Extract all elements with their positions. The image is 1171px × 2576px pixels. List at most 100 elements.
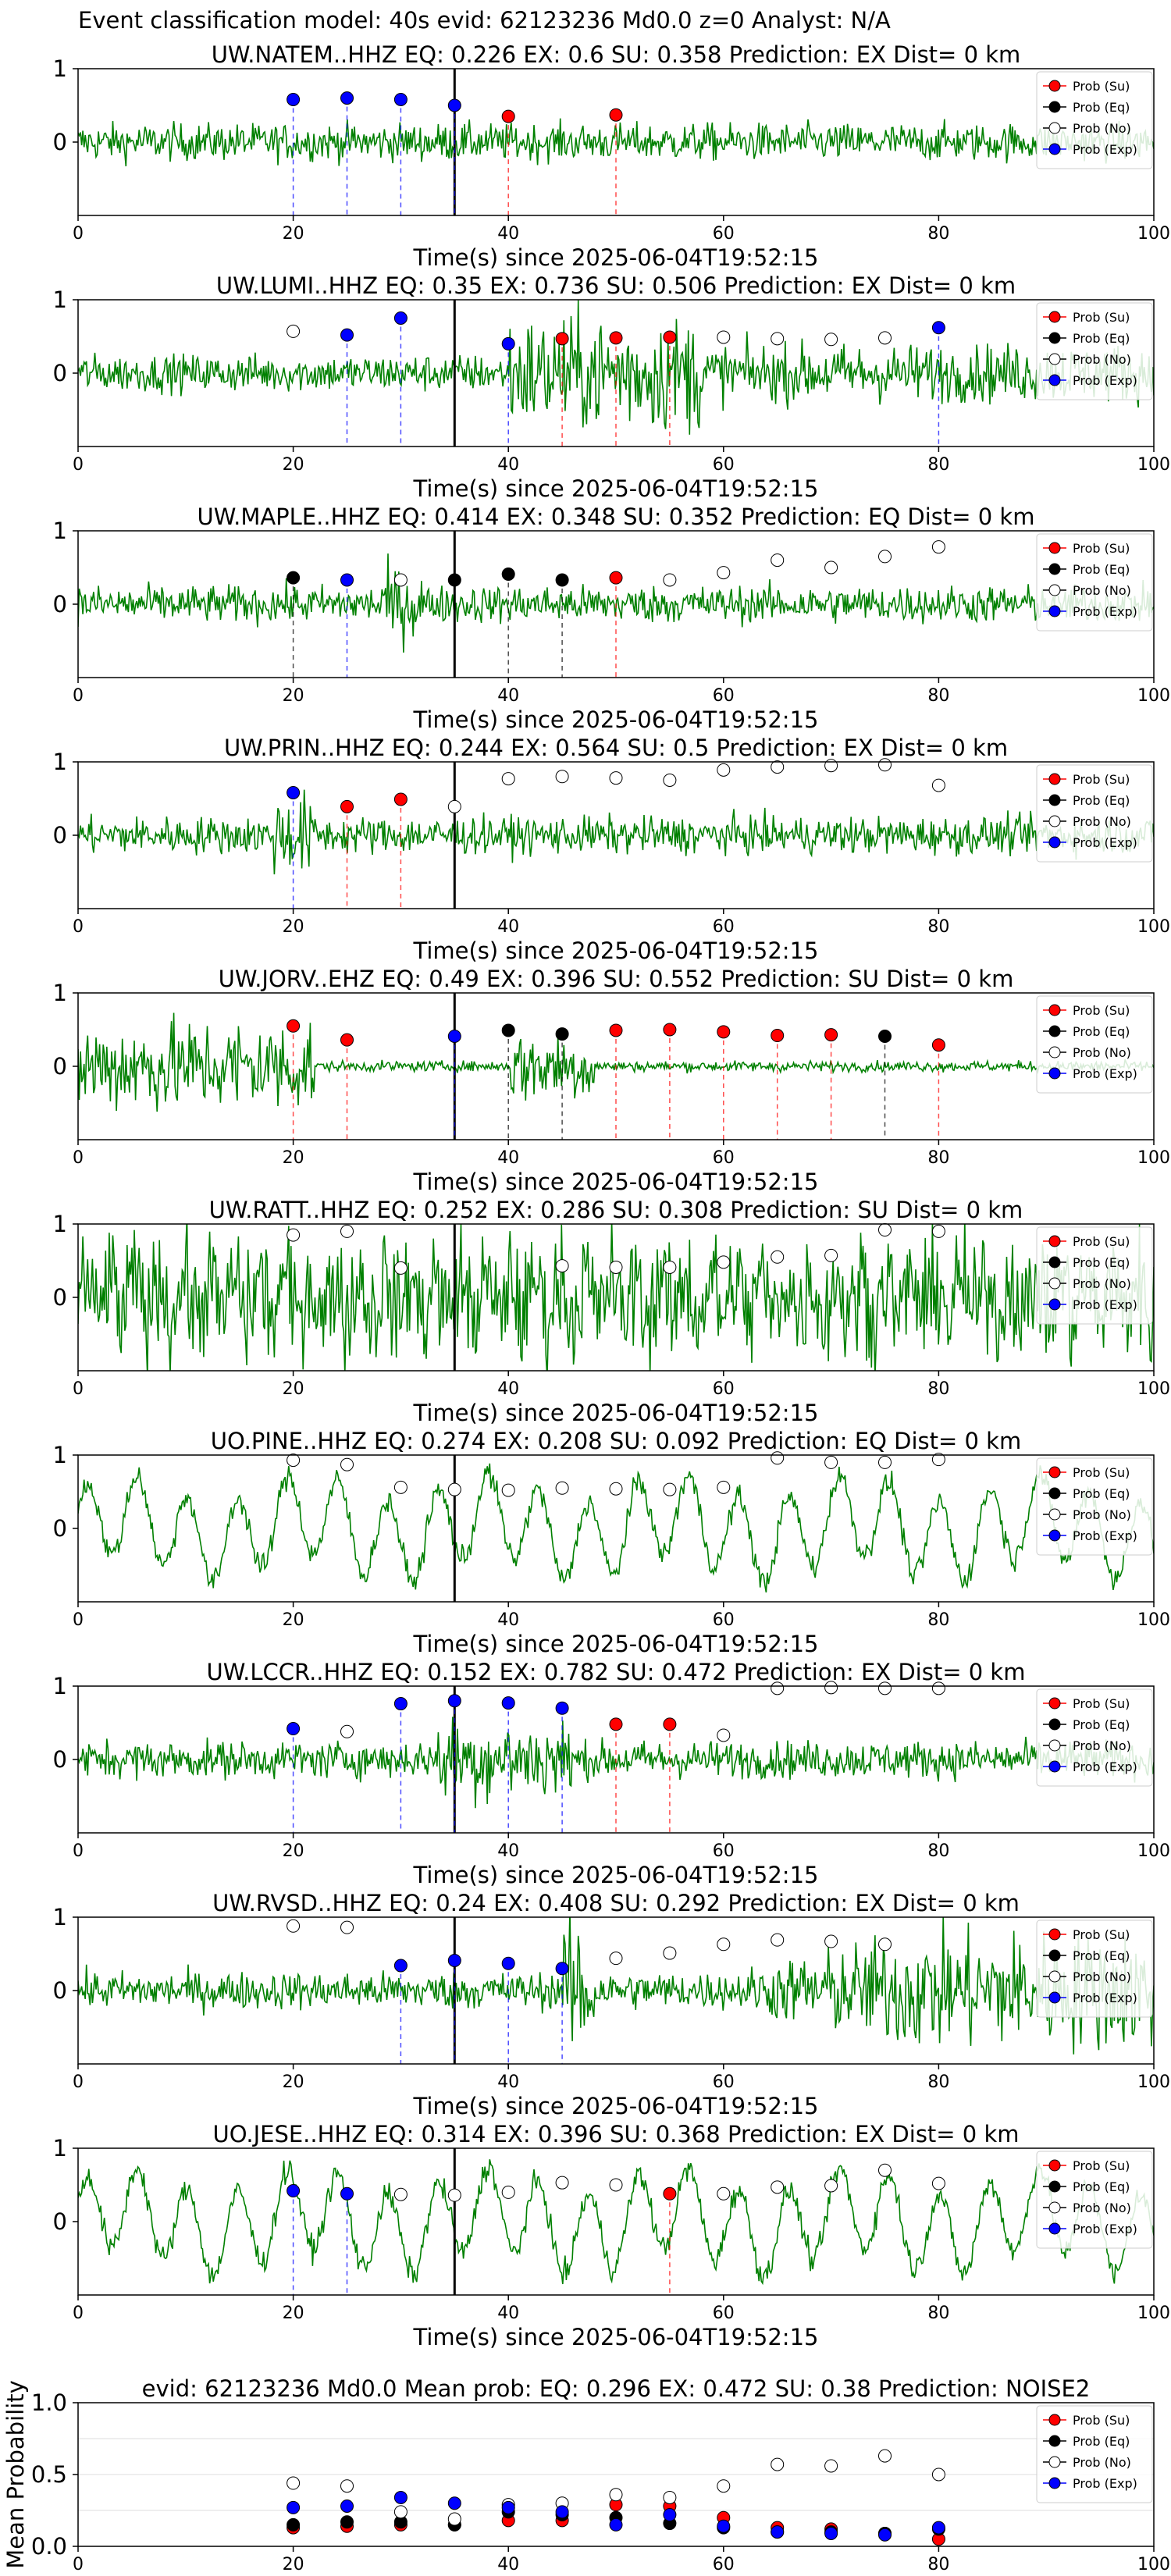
x-tick-label: 100 [1137,2555,1170,2574]
x-tick-label: 0 [73,455,84,475]
mean-prob-point-exp [663,2508,677,2522]
mean-prob-point-exp [555,2505,569,2519]
station-panel-uw-lumi-hhz: UW.LUMI..HHZ EQ: 0.35 EX: 0.736 SU: 0.50… [53,272,1170,502]
prob-point-su [609,331,623,345]
legend-marker-exp [1048,605,1061,617]
legend-box [1036,1688,1153,1787]
x-tick-label: 20 [283,224,304,244]
y-tick-label: 0 [53,822,67,849]
legend-marker-no [1048,1277,1061,1290]
panel-title: UW.MAPLE..HHZ EQ: 0.414 EX: 0.348 SU: 0.… [198,503,1035,530]
prob-point-no [555,1481,569,1495]
y-tick-label: 1 [53,980,67,1006]
panel-title: UW.NATEM..HHZ EQ: 0.226 EX: 0.6 SU: 0.35… [212,41,1021,68]
mean-prob-point-exp [771,2525,785,2539]
panel-title: UW.RATT..HHZ EQ: 0.252 EX: 0.286 SU: 0.3… [209,1197,1023,1223]
legend-marker-eq [1048,1718,1061,1731]
legend-marker-su [1048,2414,1061,2426]
prob-point-eq [287,571,301,585]
prob-point-exp [393,92,408,106]
legend-marker-no [1048,2456,1061,2468]
x-tick-label: 40 [497,686,519,706]
prob-point-no [931,540,945,554]
station-panel-uo-pine-hhz: UO.PINE..HHZ EQ: 0.274 EX: 0.208 SU: 0.0… [53,1428,1170,1657]
prob-point-exp [555,1962,569,1976]
y-tick-label: 0 [53,1053,67,1080]
prob-point-no [555,1259,569,1273]
x-tick-label: 40 [497,1610,519,1630]
x-axis-label: Time(s) since 2025-06-04T19:52:15 [413,1169,819,1195]
prob-point-no [287,324,301,338]
legend-label-su: Prob (Su) [1073,541,1130,556]
y-tick-label: 0 [53,1746,67,1773]
y-axis-label: Mean Probability [2,2380,29,2569]
legend-label-su: Prob (Su) [1073,310,1130,325]
prob-point-exp [340,2186,354,2201]
legend-label-exp: Prob (Exp) [1073,1759,1137,1774]
prob-point-exp [501,1956,515,1970]
prob-point-no [931,778,945,792]
waveform-trace [78,1224,1154,1371]
legend-marker-su [1048,80,1061,92]
legend-label-exp: Prob (Exp) [1073,604,1137,619]
x-tick-label: 20 [283,2304,304,2323]
x-tick-label: 80 [927,224,949,244]
x-tick-label: 20 [283,1841,304,1861]
x-tick-label: 60 [713,1148,735,1168]
legend-marker-su [1048,2159,1061,2172]
x-tick-label: 0 [73,2073,84,2092]
legend-label-su: Prob (Su) [1073,772,1130,787]
panel-title: UW.LCCR..HHZ EQ: 0.152 EX: 0.782 SU: 0.4… [207,1659,1026,1685]
prob-point-eq [501,567,515,581]
legend-label-eq: Prob (Eq) [1073,1024,1130,1039]
prob-point-no [824,759,838,773]
prob-point-no [824,1455,838,1469]
mean-prob-point-exp [340,2499,354,2513]
panel-title: evid: 62123236 Md0.0 Mean prob: EQ: 0.29… [142,2375,1091,2402]
prob-point-no [393,1480,408,1494]
x-tick-label: 60 [713,2304,735,2323]
x-tick-label: 40 [497,1841,519,1861]
prob-point-exp [931,321,945,335]
prob-point-no [771,760,785,774]
x-tick-label: 40 [497,224,519,244]
prob-point-no [717,1480,731,1494]
prob-point-su [555,332,569,346]
x-tick-label: 60 [713,2555,735,2574]
legend-label-eq: Prob (Eq) [1073,562,1130,577]
prob-point-no [878,1681,892,1695]
x-tick-label: 0 [73,917,84,937]
prob-point-no [447,1482,461,1496]
x-tick-label: 0 [73,224,84,244]
legend-label-no: Prob (No) [1073,1507,1131,1522]
prob-point-no [771,332,785,346]
prob-point-no [878,1223,892,1237]
x-tick-label: 0 [73,1610,84,1630]
legend-marker-su [1048,1235,1061,1247]
prob-point-no [717,2186,731,2201]
prob-point-exp [340,573,354,587]
x-tick-label: 40 [497,455,519,475]
legend-marker-exp [1048,1298,1061,1311]
legend-marker-no [1048,1508,1061,1521]
mean-prob-point-exp [609,2517,623,2532]
prob-point-eq [555,1027,569,1041]
prob-point-no [609,1952,623,1966]
y-tick-label: 1 [53,1211,67,1237]
prob-point-no [824,333,838,347]
prob-point-no [771,553,785,568]
prob-point-su [340,1033,354,1047]
prob-point-no [717,1255,731,1269]
station-panel-uw-lccr-hhz: UW.LCCR..HHZ EQ: 0.152 EX: 0.782 SU: 0.4… [53,1659,1170,1888]
x-tick-label: 100 [1137,224,1170,244]
legend-marker-su [1048,1928,1061,1941]
prob-point-no [931,1453,945,1467]
prob-point-exp [447,1953,461,1967]
panel-title: UO.JESE..HHZ EQ: 0.314 EX: 0.396 SU: 0.3… [212,2121,1019,2147]
legend-marker-no [1048,815,1061,827]
prob-point-no [771,1250,785,1264]
x-tick-label: 100 [1137,2073,1170,2092]
prob-point-su [609,1023,623,1037]
mean-prob-point-exp [824,2526,838,2540]
